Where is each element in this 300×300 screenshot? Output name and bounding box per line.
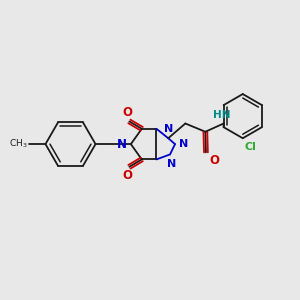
Text: O: O bbox=[122, 106, 132, 119]
Text: N: N bbox=[167, 158, 176, 169]
Text: CH$_3$: CH$_3$ bbox=[9, 138, 28, 150]
Text: O: O bbox=[209, 154, 219, 167]
Text: N: N bbox=[164, 124, 173, 134]
Text: HN: HN bbox=[213, 110, 231, 120]
Text: N: N bbox=[117, 138, 127, 151]
Text: Cl: Cl bbox=[244, 142, 256, 152]
Text: N: N bbox=[179, 139, 188, 149]
Text: O: O bbox=[122, 169, 132, 182]
